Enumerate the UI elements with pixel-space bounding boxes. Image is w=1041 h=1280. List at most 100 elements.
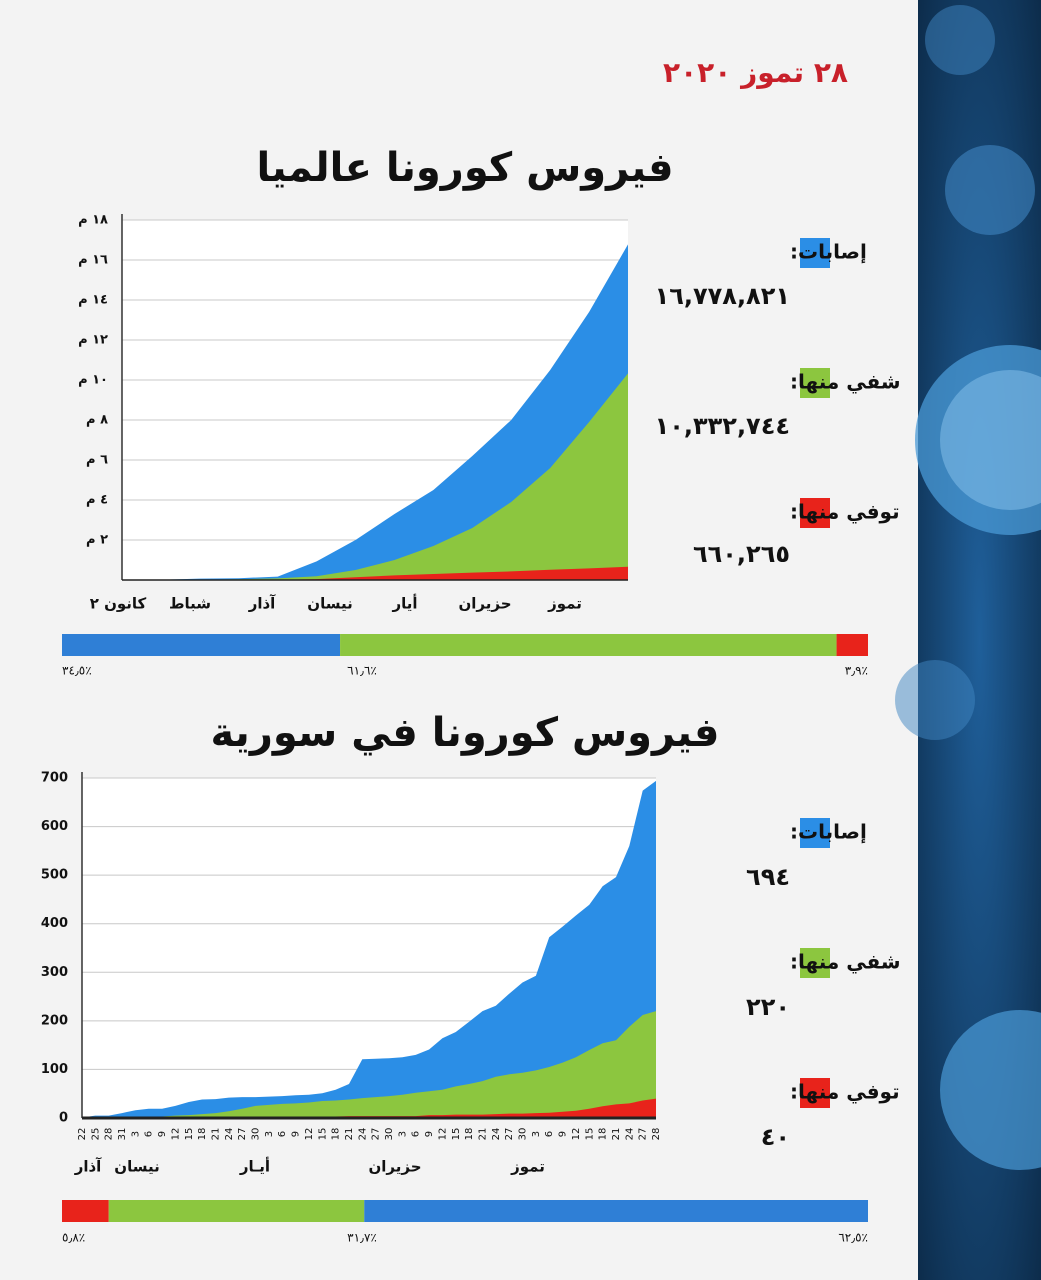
month-label: أيار bbox=[391, 594, 417, 613]
y-tick-label: 400 bbox=[41, 916, 68, 931]
month-label: كانون ٢ bbox=[90, 595, 147, 613]
x-tick-label: 15 bbox=[451, 1128, 462, 1141]
x-tick-label: 30 bbox=[518, 1128, 529, 1141]
legend-label: شفي منها: bbox=[790, 370, 901, 395]
y-tick-label: 500 bbox=[41, 868, 68, 883]
x-tick-label: 3 bbox=[264, 1131, 275, 1137]
x-tick-label: 18 bbox=[598, 1128, 609, 1141]
share-label: ٦١٫٦٪ bbox=[347, 664, 377, 678]
share-label: ٣٤٫٥٪ bbox=[62, 664, 92, 678]
share-label: ٣٫٩٪ bbox=[845, 664, 868, 678]
x-tick-label: 27 bbox=[237, 1128, 248, 1141]
y-tick-label: ٦ م bbox=[86, 453, 108, 468]
y-tick-label: 300 bbox=[41, 965, 68, 980]
legend-total: ٤٠ bbox=[761, 1123, 790, 1151]
x-tick-label: 21 bbox=[344, 1128, 355, 1141]
x-tick-label: 12 bbox=[304, 1128, 315, 1141]
share-bar bbox=[62, 1200, 109, 1222]
x-tick-label: 30 bbox=[384, 1128, 395, 1141]
legend-swatch bbox=[800, 368, 830, 398]
x-tick-label: 24 bbox=[491, 1128, 502, 1141]
month-label: تموز bbox=[547, 595, 582, 613]
legend-swatch bbox=[800, 238, 830, 268]
x-tick-label: 9 bbox=[291, 1131, 302, 1137]
y-tick-label: 600 bbox=[41, 819, 68, 834]
y-tick-label: ١٠ م bbox=[78, 373, 108, 388]
y-tick-label: 700 bbox=[41, 771, 68, 786]
x-tick-label: 31 bbox=[117, 1128, 128, 1141]
y-tick-label: ٨ م bbox=[86, 413, 108, 428]
x-tick-label: 15 bbox=[317, 1128, 328, 1141]
legend-swatch bbox=[800, 1078, 830, 1108]
x-tick-label: 24 bbox=[357, 1128, 368, 1141]
month-label: آذار bbox=[74, 1158, 102, 1176]
legend-label: إصابات: bbox=[790, 820, 867, 844]
month-label: نيسان bbox=[307, 595, 352, 613]
legend-swatch bbox=[800, 818, 830, 848]
share-bar bbox=[364, 1200, 868, 1222]
chart-title: فيروس كورونا في سورية bbox=[211, 710, 720, 756]
y-tick-label: ٤ م bbox=[86, 493, 108, 508]
x-tick-label: 15 bbox=[584, 1128, 595, 1141]
y-tick-label: ١٢ م bbox=[78, 333, 108, 348]
x-tick-label: 18 bbox=[197, 1128, 208, 1141]
legend-total: ١٦,٧٧٨,٨٢١ bbox=[655, 282, 790, 310]
y-tick-label: ١٤ م bbox=[78, 293, 108, 308]
month-label: حزيران bbox=[458, 595, 511, 613]
month-label: أيـار bbox=[239, 1157, 270, 1176]
x-tick-label: 25 bbox=[90, 1128, 101, 1141]
legend-total: ٦٩٤ bbox=[746, 863, 790, 891]
y-tick-label: 0 bbox=[59, 1111, 68, 1126]
x-tick-label: 3 bbox=[531, 1131, 542, 1137]
x-tick-label: 6 bbox=[277, 1131, 288, 1137]
x-tick-label: 27 bbox=[371, 1128, 382, 1141]
y-tick-label: ٢ م bbox=[86, 533, 108, 548]
legend-swatch bbox=[800, 948, 830, 978]
share-bar bbox=[836, 634, 868, 656]
share-label: ٥٫٨٪ bbox=[62, 1231, 85, 1245]
x-tick-label: 3 bbox=[397, 1131, 408, 1137]
area bbox=[122, 373, 628, 580]
month-label: آذار bbox=[248, 595, 276, 613]
x-tick-label: 30 bbox=[251, 1128, 262, 1141]
x-tick-label: 27 bbox=[504, 1128, 515, 1141]
share-bar bbox=[62, 634, 341, 656]
x-tick-label: 21 bbox=[611, 1128, 622, 1141]
legend-total: ٢٢٠ bbox=[746, 993, 790, 1021]
x-tick-label: 21 bbox=[210, 1128, 221, 1141]
legend-label: توفي منها: bbox=[790, 1080, 900, 1105]
area bbox=[82, 1098, 656, 1118]
x-tick-label: 24 bbox=[224, 1128, 235, 1141]
area bbox=[122, 566, 628, 580]
legend-total: ١٠,٣٣٢,٧٤٤ bbox=[655, 412, 790, 440]
x-tick-label: 18 bbox=[464, 1128, 475, 1141]
x-tick-label: 6 bbox=[411, 1131, 422, 1137]
share-label: ٣١٫٧٪ bbox=[347, 1231, 377, 1245]
area bbox=[82, 1011, 656, 1118]
x-tick-label: 27 bbox=[638, 1128, 649, 1141]
x-tick-label: 6 bbox=[544, 1131, 555, 1137]
legend-swatch bbox=[800, 498, 830, 528]
x-tick-label: 9 bbox=[424, 1131, 435, 1137]
y-tick-label: ١٨ م bbox=[78, 213, 108, 228]
x-tick-label: 18 bbox=[331, 1128, 342, 1141]
legend-label: شفي منها: bbox=[790, 950, 901, 975]
x-tick-label: 12 bbox=[437, 1128, 448, 1141]
legend-label: إصابات: bbox=[790, 240, 867, 264]
y-tick-label: 200 bbox=[41, 1013, 68, 1028]
x-tick-label: 28 bbox=[104, 1128, 115, 1141]
x-tick-label: 22 bbox=[77, 1128, 88, 1141]
virus-panel bbox=[895, 0, 1041, 1280]
x-tick-label: 6 bbox=[144, 1131, 155, 1137]
x-tick-label: 28 bbox=[651, 1128, 662, 1141]
x-tick-label: 21 bbox=[477, 1128, 488, 1141]
y-tick-label: ١٦ م bbox=[78, 253, 108, 268]
chart-title: فيروس كورونا عالميا bbox=[256, 145, 673, 191]
month-label: نيسان bbox=[114, 1158, 159, 1176]
y-tick-label: 100 bbox=[41, 1062, 68, 1077]
x-tick-label: 15 bbox=[184, 1128, 195, 1141]
area bbox=[82, 780, 656, 1118]
x-tick-label: 9 bbox=[157, 1131, 168, 1137]
